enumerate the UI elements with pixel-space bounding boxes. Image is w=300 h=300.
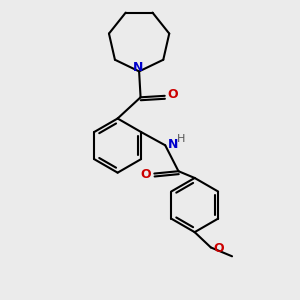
Text: N: N bbox=[168, 138, 178, 151]
Text: O: O bbox=[214, 242, 224, 254]
Text: O: O bbox=[168, 88, 178, 101]
Text: O: O bbox=[140, 168, 151, 181]
Text: N: N bbox=[133, 61, 144, 74]
Text: H: H bbox=[176, 134, 185, 144]
